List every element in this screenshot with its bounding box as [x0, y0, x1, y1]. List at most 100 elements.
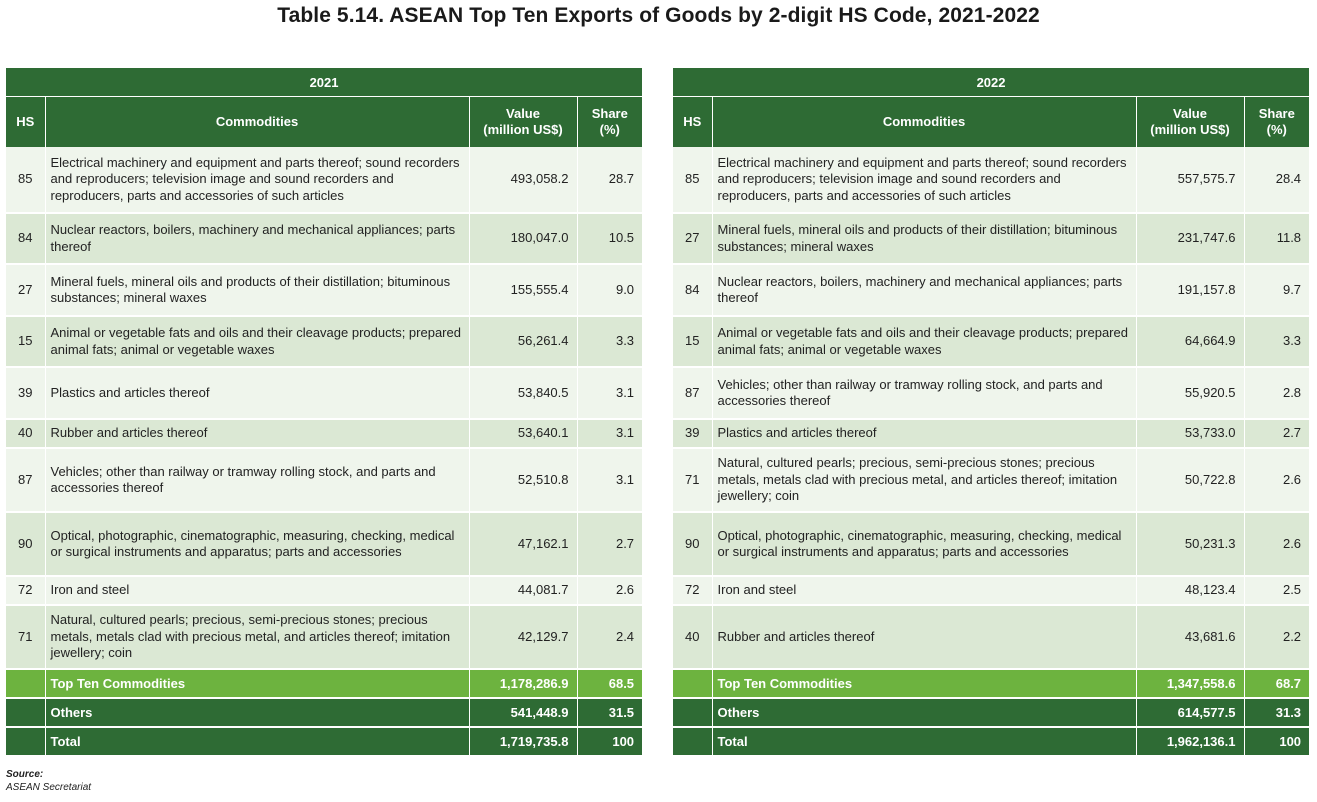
page-title: Table 5.14. ASEAN Top Ten Exports of Goo… — [277, 4, 1040, 27]
empty-hs-cell — [673, 727, 712, 757]
share-cell: 2.6 — [1243, 448, 1310, 513]
commodity-cell: Electrical machinery and equipment and p… — [44, 147, 469, 214]
top-ten-row-value: 1,347,558.6 — [1135, 669, 1244, 699]
hs-column-header: HS — [6, 96, 45, 147]
top-ten-row: Top Ten Commodities 1,347,558.6 68.7 — [673, 669, 1310, 699]
value-cell: 155,555.4 — [468, 264, 577, 317]
table-row: 84 Nuclear reactors, boilers, machinery a… — [673, 264, 1310, 317]
hs-code-cell: 71 — [673, 448, 712, 513]
share-cell: 2.6 — [1243, 512, 1310, 577]
value-cell: 64,664.9 — [1135, 316, 1244, 368]
share-cell: 3.1 — [576, 419, 643, 449]
table-row: 40 Rubber and articles thereof 43,681.6 2.2 — [673, 605, 1310, 670]
exports-table: 2021 HS Commodities Value (million US$) Share… — [6, 68, 643, 757]
share-cell: 3.1 — [576, 448, 643, 513]
year-header-row: 2021 — [6, 68, 643, 97]
value-column-header: Value (million US$) — [1135, 96, 1244, 147]
commodity-cell: Animal or vegetable fats and oils and th… — [711, 316, 1136, 368]
table-row: 72 Iron and steel 44,081.7 2.6 — [6, 576, 643, 606]
value-cell: 48,123.4 — [1135, 576, 1244, 606]
column-header-row: HS Commodities Value (million US$) Share (%) — [673, 96, 1310, 147]
source-note: Source: ASEAN Secretariat — [6, 768, 91, 794]
share-cell: 10.5 — [576, 213, 643, 265]
table-row: 15 Animal or vegetable fats and oils and … — [6, 316, 643, 368]
value-header-line1: Value — [506, 106, 540, 121]
commodity-cell: Nuclear reactors, boilers, machinery and… — [44, 213, 469, 265]
table-row: 84 Nuclear reactors, boilers, machinery a… — [6, 213, 643, 265]
hs-code-cell: 85 — [6, 147, 45, 214]
share-cell: 2.7 — [1243, 419, 1310, 449]
value-cell: 44,081.7 — [468, 576, 577, 606]
others-row: Others 541,448.9 31.5 — [6, 698, 643, 728]
others-row-share: 31.5 — [576, 698, 643, 728]
share-cell: 28.7 — [576, 147, 643, 214]
share-header-line1: Share — [591, 106, 628, 121]
share-cell: 3.3 — [1243, 316, 1310, 368]
value-cell: 53,840.5 — [468, 367, 577, 420]
hs-code-cell: 72 — [673, 576, 712, 606]
hs-code-cell: 71 — [6, 605, 45, 670]
top-ten-row-share: 68.5 — [576, 669, 643, 699]
value-cell: 180,047.0 — [468, 213, 577, 265]
share-cell: 28.4 — [1243, 147, 1310, 214]
commodity-cell: Mineral fuels, mineral oils and products… — [44, 264, 469, 317]
hs-code-cell: 39 — [6, 367, 45, 420]
table-row: 15 Animal or vegetable fats and oils and … — [673, 316, 1310, 368]
hs-column-header: HS — [673, 96, 712, 147]
table-row: 40 Rubber and articles thereof 53,640.1 3.1 — [6, 419, 643, 449]
value-cell: 47,162.1 — [468, 512, 577, 577]
top-ten-row: Top Ten Commodities 1,178,286.9 68.5 — [6, 669, 643, 699]
others-row-label: Others — [711, 698, 1136, 728]
commodity-cell: Rubber and articles thereof — [44, 419, 469, 449]
total-row: Total 1,962,136.1 100 — [673, 727, 1310, 757]
exports-table: 2022 HS Commodities Value (million US$) Share… — [673, 68, 1310, 757]
hs-code-cell: 87 — [673, 367, 712, 420]
value-cell: 42,129.7 — [468, 605, 577, 670]
value-cell: 50,722.8 — [1135, 448, 1244, 513]
commodity-cell: Vehicles; other than railway or tramway … — [44, 448, 469, 513]
hs-code-cell: 15 — [6, 316, 45, 368]
share-cell: 2.6 — [576, 576, 643, 606]
share-cell: 9.0 — [576, 264, 643, 317]
empty-hs-cell — [673, 698, 712, 728]
commodity-cell: Natural, cultured pearls; precious, semi… — [711, 448, 1136, 513]
commodity-cell: Rubber and articles thereof — [711, 605, 1136, 670]
total-row-value: 1,962,136.1 — [1135, 727, 1244, 757]
share-header-line2: (%) — [599, 122, 620, 137]
commodity-cell: Electrical machinery and equipment and p… — [711, 147, 1136, 214]
share-cell: 2.4 — [576, 605, 643, 670]
table-row: 72 Iron and steel 48,123.4 2.5 — [673, 576, 1310, 606]
total-row-share: 100 — [1243, 727, 1310, 757]
commodity-cell: Optical, photographic, cinematographic, … — [44, 512, 469, 577]
share-cell: 2.7 — [576, 512, 643, 577]
year-header: 2022 — [673, 68, 1310, 97]
hs-code-cell: 85 — [673, 147, 712, 214]
commodity-cell: Mineral fuels, mineral oils and products… — [711, 213, 1136, 265]
commodities-column-header: Commodities — [711, 96, 1136, 147]
others-row-value: 614,577.5 — [1135, 698, 1244, 728]
commodity-cell: Iron and steel — [44, 576, 469, 606]
value-cell: 53,640.1 — [468, 419, 577, 449]
table-row: 71 Natural, cultured pearls; precious, se… — [6, 605, 643, 670]
share-header-line1: Share — [1258, 106, 1295, 121]
hs-code-cell: 40 — [6, 419, 45, 449]
total-row-label: Total — [711, 727, 1136, 757]
value-cell: 191,157.8 — [1135, 264, 1244, 317]
hs-code-cell: 87 — [6, 448, 45, 513]
commodity-cell: Nuclear reactors, boilers, machinery and… — [711, 264, 1136, 317]
share-cell: 2.2 — [1243, 605, 1310, 670]
table-row: 27 Mineral fuels, mineral oils and produc… — [6, 264, 643, 317]
share-cell: 2.5 — [1243, 576, 1310, 606]
source-text: ASEAN Secretariat — [6, 782, 92, 793]
hs-code-cell: 39 — [673, 419, 712, 449]
share-column-header: Share (%) — [1243, 96, 1310, 147]
share-cell: 9.7 — [1243, 264, 1310, 317]
table-row: 27 Mineral fuels, mineral oils and produc… — [673, 213, 1310, 265]
commodity-cell: Iron and steel — [711, 576, 1136, 606]
column-header-row: HS Commodities Value (million US$) Share (%) — [6, 96, 643, 147]
value-header-line2: (million US$) — [1150, 122, 1230, 137]
empty-hs-cell — [6, 698, 45, 728]
source-label: Source: — [6, 769, 44, 780]
top-ten-row-label: Top Ten Commodities — [44, 669, 469, 699]
table-row: 39 Plastics and articles thereof 53,733.0 2… — [673, 419, 1310, 449]
